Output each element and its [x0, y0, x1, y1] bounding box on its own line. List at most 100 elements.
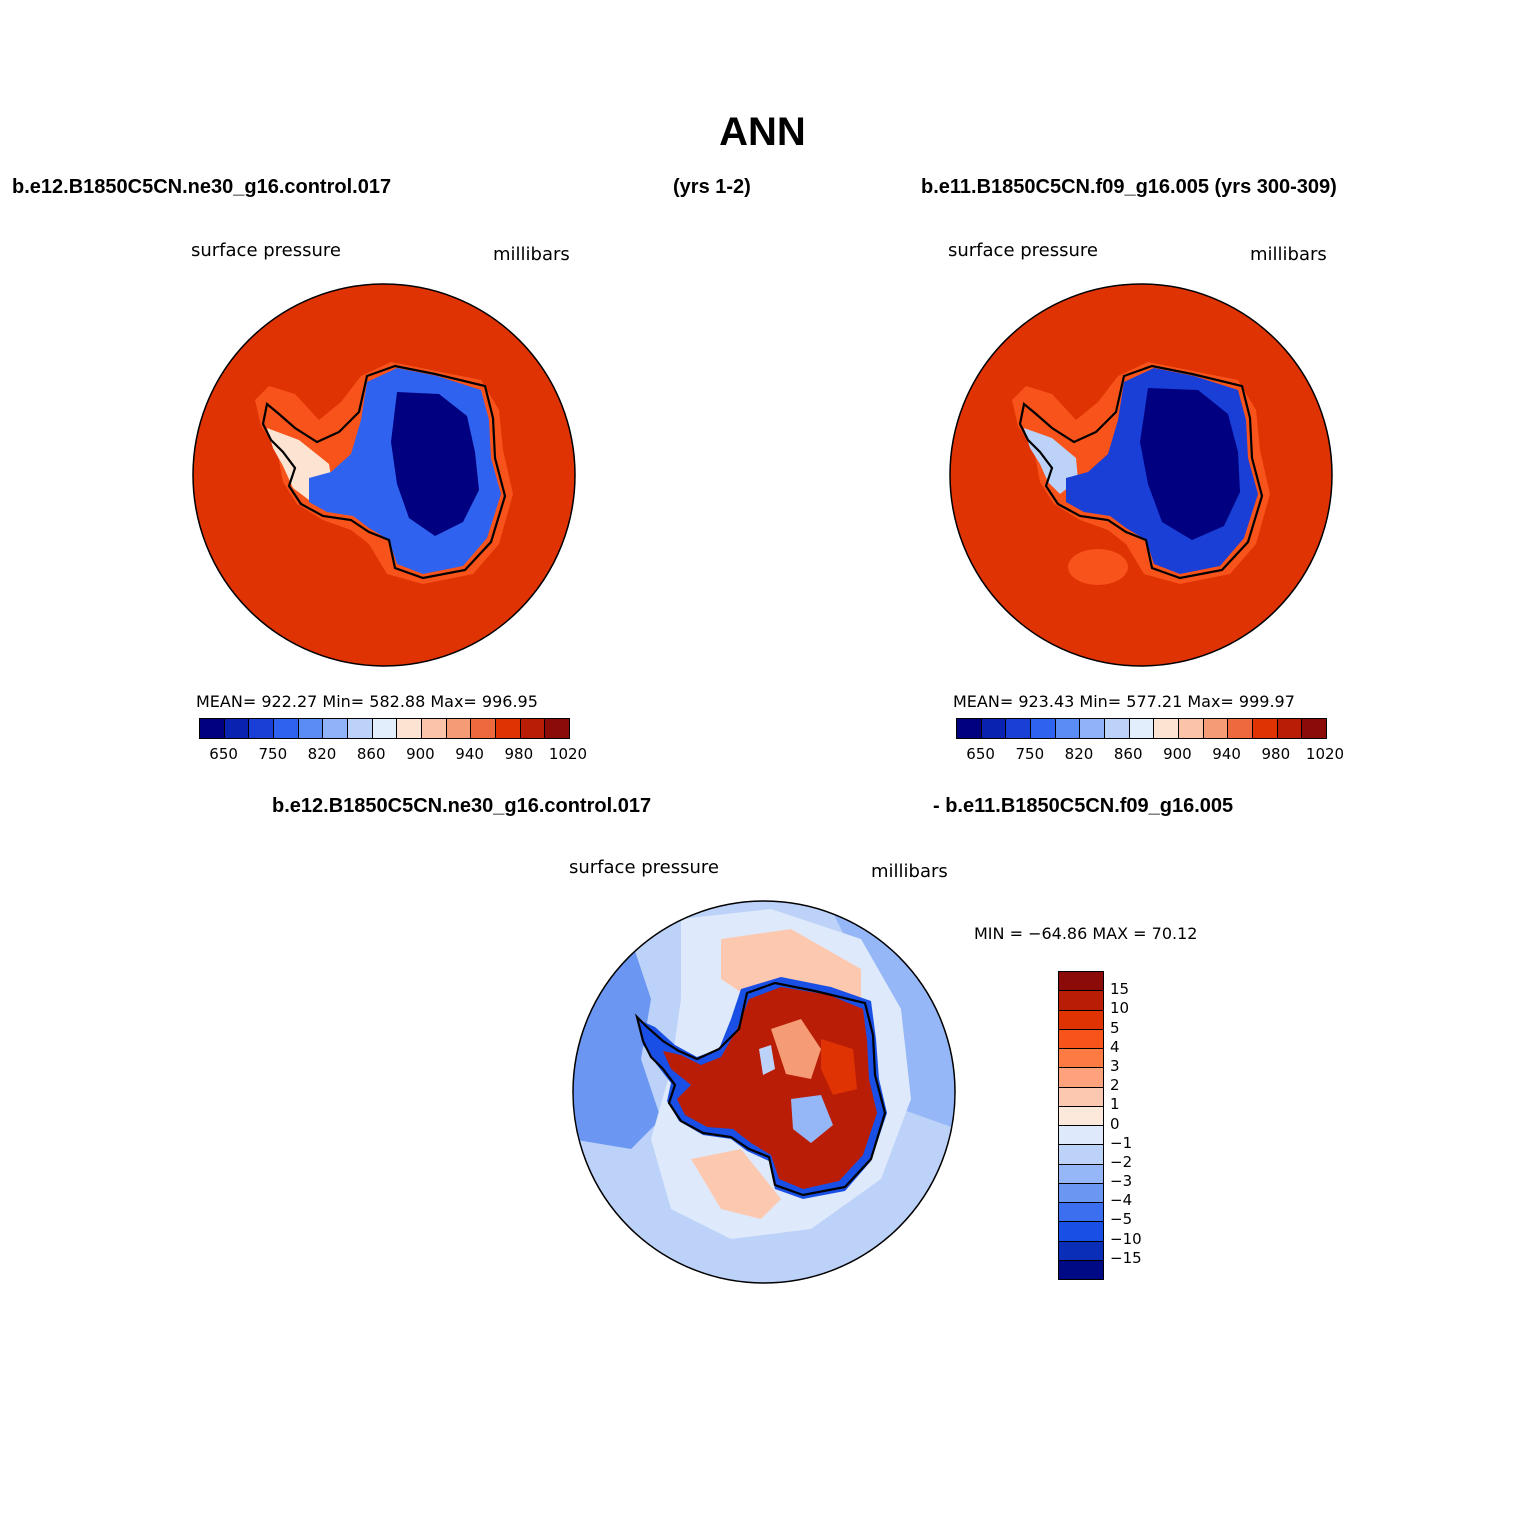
panel1-colorbar-box	[323, 719, 349, 738]
panel1-colorbar-tick-label: 820	[307, 745, 337, 763]
panel1-colorbar-box	[496, 719, 521, 738]
diff-colorbar-tick-label: 0	[1110, 1114, 1120, 1133]
diff-colorbar-box	[1059, 1126, 1103, 1146]
diff-land-mixed-2	[791, 1095, 833, 1143]
diff-colorbar-box	[1059, 1241, 1103, 1261]
diff-colorbar-box	[1059, 1106, 1103, 1126]
panel1-colorbar-box	[274, 719, 299, 738]
diff-colorbar-box	[1059, 1068, 1103, 1088]
right-case-label: b.e11.B1850C5CN.f09_g16.005 (yrs 300-309…	[921, 176, 1337, 198]
panel1-colorbar-tick-label: 750	[258, 745, 288, 763]
panel2-colorbar-box	[1105, 719, 1130, 738]
panel2-colorbar-box	[1253, 719, 1278, 738]
plot-title: ANN	[719, 110, 806, 154]
diff-case-a-label: b.e12.B1850C5CN.ne30_g16.control.017	[272, 795, 652, 817]
diff-colorbar-tick-label: 5	[1110, 1018, 1120, 1037]
panel1-colorbar-tick-label: 980	[504, 745, 534, 763]
diff-colorbar-box	[1059, 1203, 1103, 1223]
diff-colorbar	[1058, 971, 1104, 1280]
panel2-colorbar-box	[1055, 719, 1081, 738]
panel2-colorbar-tick-label: 750	[1015, 745, 1045, 763]
diff-colorbar-tick-label: 3	[1110, 1056, 1120, 1075]
diff-colorbar-box	[1059, 1010, 1103, 1030]
panel2-colorbar-tick-label: 860	[1113, 745, 1143, 763]
diff-minmax: MIN = −64.86 MAX = 70.12	[974, 924, 1198, 943]
panel2-colorbar-box	[1129, 719, 1155, 738]
diff-case-b-label: - b.e11.B1850C5CN.f09_g16.005	[933, 795, 1234, 817]
diff-map-border	[572, 900, 956, 1284]
diff-colorbar-tick-label: 15	[1110, 980, 1130, 999]
diff-colorbar-tick-label: 1	[1110, 1095, 1120, 1114]
panel2-colorbar-tick-label: 820	[1064, 745, 1094, 763]
panel1-colorbar-box	[471, 719, 497, 738]
diff-colorbar-box	[1059, 1260, 1103, 1279]
diff-colorbar-tick-label: −3	[1110, 1172, 1133, 1191]
panel2-colorbar-box	[1302, 719, 1327, 738]
panel2-colorbar-tick-label: 1020	[1305, 745, 1345, 763]
panel1-ice-sheet-high	[391, 392, 479, 536]
panel1-colorbar-box	[397, 719, 423, 738]
panel1-colorbar-tick-label: 650	[209, 745, 238, 763]
panel2-colorbar-box	[1203, 719, 1229, 738]
panel1-colorbar-box	[520, 719, 546, 738]
panel1-colorbar-tick-label: 1020	[548, 745, 588, 763]
diff-colorbar-box	[1059, 991, 1103, 1011]
diff-colorbar-box	[1059, 972, 1103, 992]
diff-colorbar-box	[1059, 1145, 1103, 1165]
diff-colorbar-box	[1059, 1164, 1103, 1184]
panel2-map-border	[949, 283, 1333, 667]
panel2-colorbar-box	[981, 719, 1007, 738]
diff-colorbar-tick-label: −4	[1110, 1191, 1133, 1210]
panel1-coastline	[261, 364, 507, 580]
panel2-colorbar-box	[1154, 719, 1180, 738]
panel1-colorbar-box	[298, 719, 324, 738]
panel1-map-border	[192, 283, 576, 667]
diff-colorbar-tick-label: −5	[1110, 1210, 1133, 1229]
diff-colorbar-tick-label: −10	[1110, 1229, 1142, 1248]
panel1-stats: MEAN= 922.27 Min= 582.88 Max= 996.95	[196, 692, 538, 711]
panel2-colorbar-tick-label: 650	[966, 745, 995, 763]
panel2-colorbar-tick-label: 900	[1163, 745, 1192, 763]
diff-colorbar-box	[1059, 1183, 1103, 1203]
panel1-colorbar-tick-label: 860	[356, 745, 386, 763]
diff-coastline	[634, 981, 887, 1197]
diff-colorbar-tick-label: 2	[1110, 1076, 1120, 1095]
panel2-colorbar-box	[1179, 719, 1204, 738]
diff-land-positive	[663, 987, 877, 1189]
panel2-stats: MEAN= 923.43 Min= 577.21 Max= 999.97	[953, 692, 1295, 711]
diff-land-mixed-4	[759, 1045, 775, 1075]
panel1-colorbar-box	[200, 719, 225, 738]
panel2-colorbar-tick-label: 940	[1212, 745, 1241, 763]
diff-colorbar-box	[1059, 1087, 1103, 1107]
panel2-colorbar-box	[1277, 719, 1303, 738]
panel1-colorbar-box	[348, 719, 373, 738]
diff-colorbar-tick-label: −15	[1110, 1248, 1142, 1267]
diff-positive-south	[691, 1149, 781, 1219]
panel2-ocean-anomaly	[1068, 549, 1128, 585]
panel1-colorbar-box	[224, 719, 250, 738]
panel2-polar-map	[949, 283, 1333, 667]
panel2-variable: surface pressure	[948, 240, 1098, 261]
panel2-coastline	[1018, 364, 1264, 580]
panel2-colorbar-box	[1031, 719, 1056, 738]
panel2-colorbar-tick-label: 980	[1261, 745, 1291, 763]
diff-colorbar-tick-label: −2	[1110, 1152, 1133, 1171]
diff-colorbar-tick-label: 10	[1110, 999, 1130, 1018]
diff-colorbar-tick-label: 4	[1110, 1037, 1120, 1056]
panel1-colorbar-box	[545, 719, 570, 738]
panel2-units: millibars	[1250, 244, 1327, 265]
panel1-colorbar-tick-label: 900	[406, 745, 435, 763]
diff-polar-map	[572, 900, 956, 1284]
diff-colorbar-box	[1059, 1029, 1103, 1049]
diff-colorbar-tick-label: −1	[1110, 1133, 1133, 1152]
left-case-label: b.e12.B1850C5CN.ne30_g16.control.017	[12, 176, 392, 198]
panel2-peninsula-light	[1024, 428, 1078, 494]
panel2-colorbar	[956, 718, 1327, 739]
diff-units: millibars	[871, 861, 948, 882]
panel1-colorbar-tick-label: 940	[455, 745, 484, 763]
panel1-colorbar-box	[372, 719, 398, 738]
panel1-variable: surface pressure	[191, 240, 341, 261]
panel2-ice-sheet-high	[1140, 388, 1240, 540]
panel1-colorbar	[199, 718, 570, 739]
diff-colorbar-box	[1059, 1222, 1103, 1242]
